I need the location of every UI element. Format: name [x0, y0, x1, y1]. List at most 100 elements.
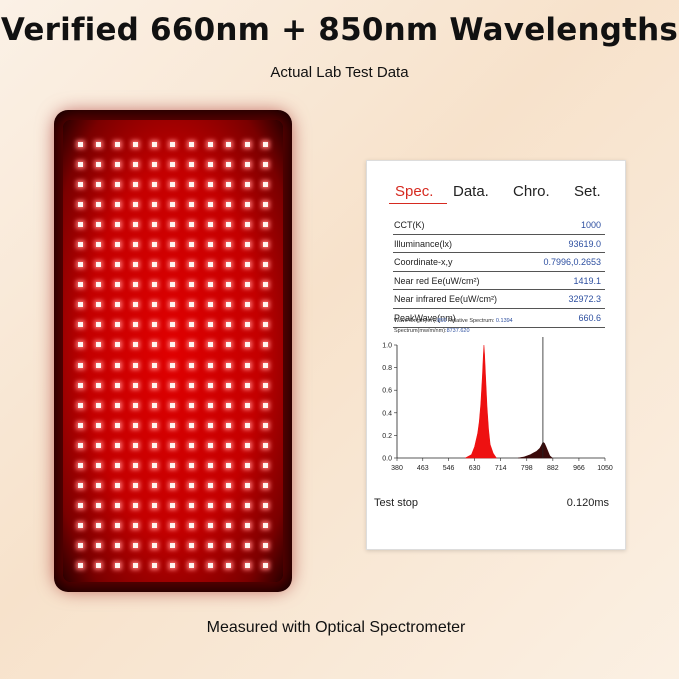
led-dot	[114, 141, 120, 147]
led-cell	[145, 496, 164, 516]
led-dot	[189, 462, 195, 468]
led-cell	[182, 174, 201, 194]
led-dot	[114, 201, 120, 207]
led-cell	[145, 194, 164, 214]
led-cell	[219, 214, 238, 234]
led-dot	[96, 362, 102, 368]
led-cell	[201, 395, 220, 415]
led-cell	[219, 415, 238, 435]
led-dot	[226, 322, 232, 328]
led-cell	[164, 395, 183, 415]
x-tick-label: 966	[573, 465, 585, 472]
led-dot	[96, 221, 102, 227]
tab-data[interactable]: Data.	[453, 183, 489, 200]
led-cell	[164, 435, 183, 455]
led-cell	[238, 275, 257, 295]
led-cell	[219, 154, 238, 174]
led-dot	[96, 201, 102, 207]
led-dot	[77, 302, 83, 308]
led-dot	[96, 181, 102, 187]
led-cell	[145, 435, 164, 455]
led-cell	[238, 295, 257, 315]
led-cell	[182, 134, 201, 154]
led-dot	[207, 563, 213, 569]
led-cell	[71, 476, 90, 496]
led-cell	[201, 335, 220, 355]
led-cell	[145, 134, 164, 154]
led-dot	[114, 563, 120, 569]
led-dot	[114, 342, 120, 348]
led-dot	[226, 382, 232, 388]
led-dot	[77, 322, 83, 328]
led-cell	[256, 395, 275, 415]
reading-row-illuminance: Illuminance(lx) 93619.0	[393, 235, 605, 254]
led-dot	[226, 442, 232, 448]
led-dot	[226, 221, 232, 227]
y-tick-label: 0.2	[382, 433, 392, 440]
led-cell	[145, 556, 164, 576]
led-dot	[226, 262, 232, 268]
led-cell	[182, 315, 201, 335]
led-dot	[263, 322, 269, 328]
led-cell	[164, 214, 183, 234]
led-cell	[145, 355, 164, 375]
led-dot	[133, 402, 139, 408]
led-cell	[127, 476, 146, 496]
led-cell	[201, 476, 220, 496]
footer-caption: Measured with Optical Spectrometer	[206, 619, 466, 636]
led-cell	[201, 255, 220, 275]
led-cell	[256, 214, 275, 234]
led-dot	[151, 181, 157, 187]
led-dot	[189, 201, 195, 207]
led-dot	[114, 442, 120, 448]
led-cell	[182, 355, 201, 375]
led-cell	[90, 415, 109, 435]
led-dot	[189, 262, 195, 268]
led-dot	[96, 462, 102, 468]
led-dot	[77, 262, 83, 268]
led-cell	[71, 335, 90, 355]
led-cell	[182, 214, 201, 234]
led-cell	[256, 355, 275, 375]
led-cell	[219, 194, 238, 214]
led-cell	[201, 234, 220, 254]
led-dot	[189, 543, 195, 549]
led-dot	[133, 462, 139, 468]
tab-set[interactable]: Set.	[574, 183, 601, 200]
led-dot	[151, 563, 157, 569]
led-cell	[164, 455, 183, 475]
led-cell	[164, 556, 183, 576]
reading-value: 32972.3	[568, 294, 601, 305]
led-dot	[244, 322, 250, 328]
led-dot	[226, 141, 232, 147]
led-dot	[114, 302, 120, 308]
led-cell	[145, 395, 164, 415]
relative-spectrum-value: 0.1394	[495, 318, 513, 324]
led-cell	[108, 134, 127, 154]
spectrum-chart: 0.0 0.2 0.4 0.6 0.8 1.0 380 463 546 630 714 798 882 9…	[382, 337, 613, 472]
led-dot	[133, 241, 139, 247]
x-tick-label: 463	[417, 465, 429, 472]
led-dot	[77, 241, 83, 247]
led-cell	[127, 355, 146, 375]
led-dot	[133, 282, 139, 288]
led-dot	[189, 362, 195, 368]
led-dot	[244, 402, 250, 408]
spectrometer-screen: Spec. Data. Chro. Set. CCT(K) 1000 Illum…	[366, 160, 626, 550]
led-dot	[207, 221, 213, 227]
led-dot	[244, 462, 250, 468]
led-dot	[263, 362, 269, 368]
led-dot	[114, 382, 120, 388]
led-dot	[96, 241, 102, 247]
tab-spec[interactable]: Spec.	[395, 183, 434, 200]
test-status: Test stop	[374, 497, 419, 509]
tab-chro[interactable]: Chro.	[513, 183, 550, 200]
led-cell	[256, 255, 275, 275]
y-tick-label: 0.6	[382, 388, 392, 395]
led-dot	[114, 422, 120, 428]
led-cell	[164, 355, 183, 375]
led-dot	[207, 523, 213, 529]
led-dot	[244, 422, 250, 428]
led-dot	[226, 282, 232, 288]
led-dot	[96, 523, 102, 529]
